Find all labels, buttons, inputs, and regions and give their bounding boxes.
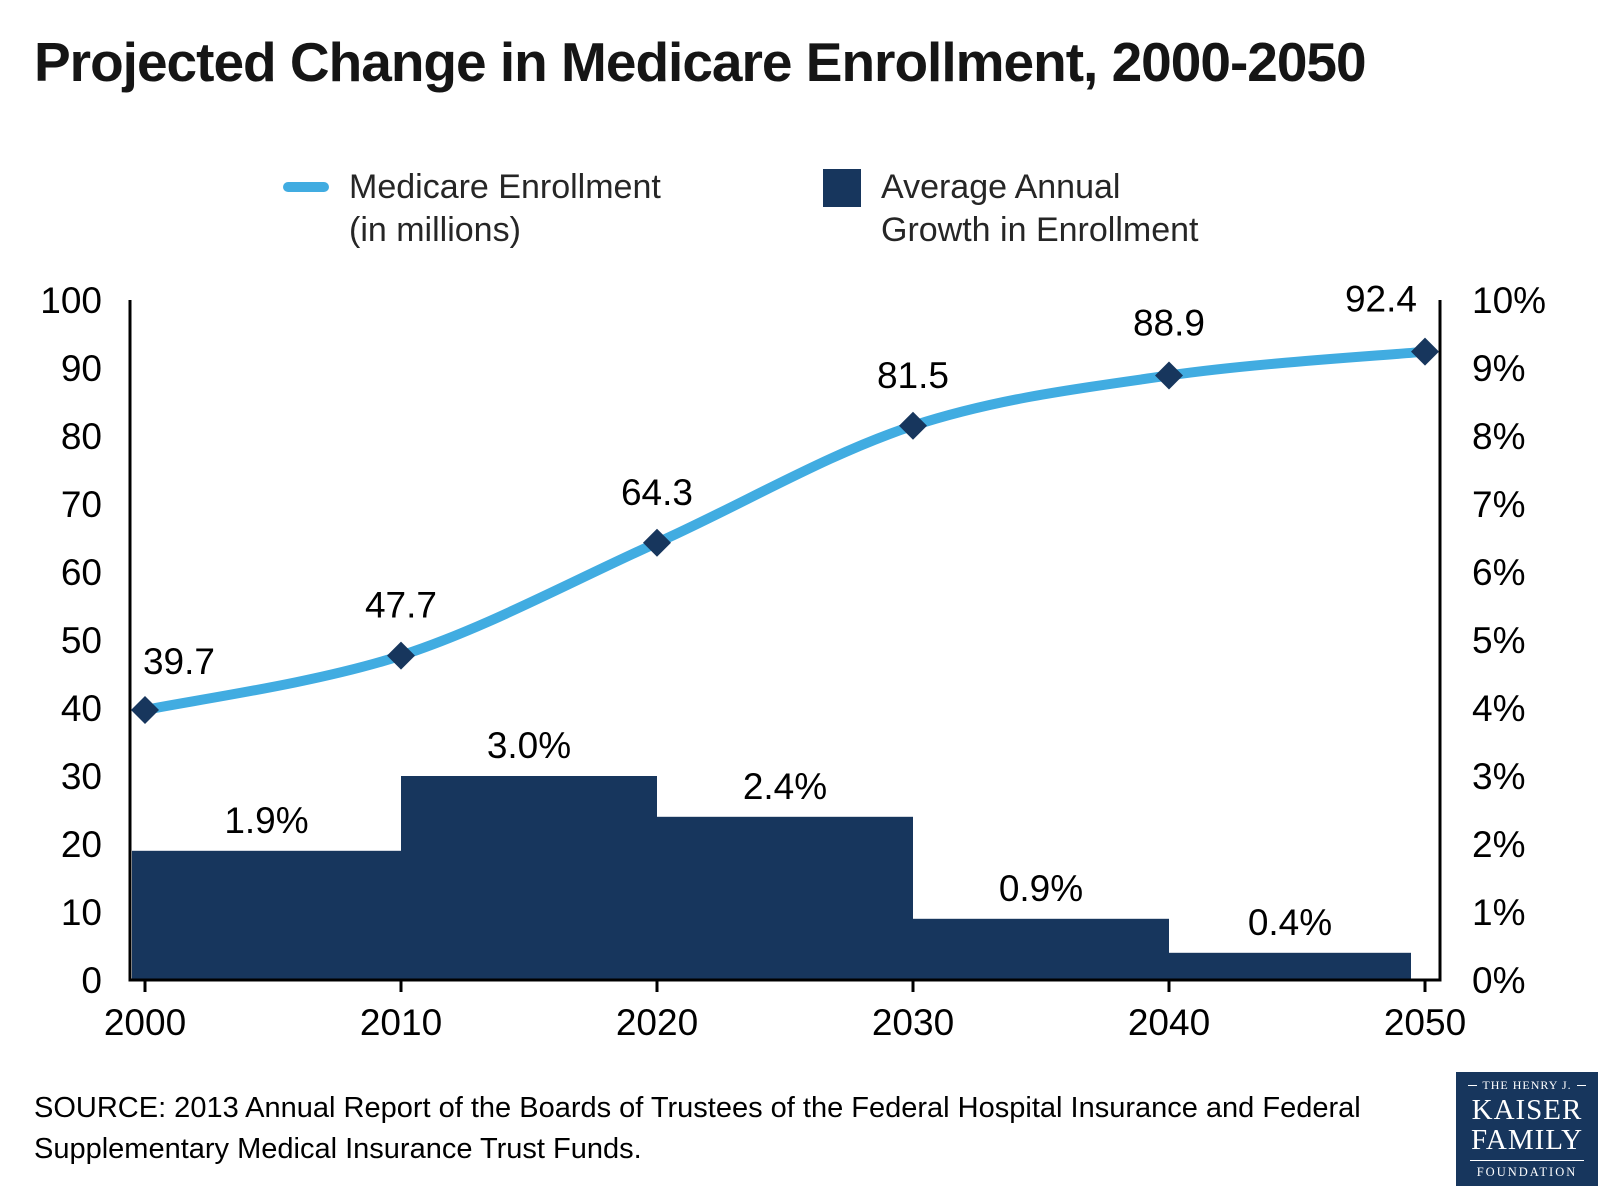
left-axis-tick-label: 80 [61, 416, 102, 457]
growth-bar [1169, 952, 1411, 980]
point-value-label: 39.7 [143, 641, 215, 682]
left-axis-tick-label: 0 [81, 960, 102, 1001]
enrollment-marker [1411, 337, 1439, 366]
enrollment-marker [643, 528, 671, 557]
x-tick-label: 2020 [616, 1002, 698, 1043]
kff-logo: THE HENRY J. KAISER FAMILY FOUNDATION [1456, 1072, 1598, 1186]
enrollment-marker [1155, 361, 1183, 390]
right-axis-tick-label: 10% [1472, 280, 1546, 321]
bar-value-label: 0.4% [1248, 902, 1332, 943]
legend-item-enrollment: Medicare Enrollment (in millions) [283, 166, 661, 251]
enrollment-marker [387, 641, 415, 670]
legend-label-enrollment-line1: Medicare Enrollment [349, 168, 661, 206]
left-axis-tick-label: 30 [61, 756, 102, 797]
right-axis-tick-label: 3% [1472, 756, 1525, 797]
bar-value-label: 3.0% [487, 725, 571, 766]
enrollment-line [140, 346, 1430, 716]
legend-item-growth: Average Annual Growth in Enrollment [823, 166, 1198, 251]
legend-label-enrollment-line2: (in millions) [349, 210, 521, 249]
right-axis-tick-label: 8% [1472, 416, 1525, 457]
point-value-label: 88.9 [1133, 302, 1205, 343]
point-value-label: 92.4 [1345, 279, 1417, 320]
point-value-label: 81.5 [877, 355, 949, 396]
kff-logo-henry-text: THE HENRY J. [1468, 1078, 1586, 1093]
growth-bar [657, 816, 913, 980]
right-axis-tick-label: 9% [1472, 348, 1525, 389]
growth-bar [132, 850, 401, 980]
right-axis-tick-label: 0% [1472, 960, 1525, 1001]
right-axis-tick-label: 6% [1472, 552, 1525, 593]
left-axis-tick-label: 70 [61, 484, 102, 525]
x-tick-label: 2010 [360, 1002, 442, 1043]
left-axis-tick-label: 60 [61, 552, 102, 593]
legend-label-growth-line2: Growth in Enrollment [881, 210, 1199, 249]
bar-value-label: 2.4% [743, 766, 827, 807]
enrollment-marker [899, 411, 927, 440]
left-axis-tick-label: 100 [40, 280, 102, 321]
legend-label-growth-line1: Average Annual [881, 168, 1121, 206]
bar-value-label: 0.9% [999, 868, 1083, 909]
right-axis-tick-label: 7% [1472, 484, 1525, 525]
legend-label-growth: Average Annual Growth in Enrollment [881, 166, 1198, 251]
x-tick-label: 2000 [104, 1002, 186, 1043]
right-axis-tick-label: 1% [1472, 892, 1525, 933]
left-axis-tick-label: 90 [61, 348, 102, 389]
x-tick-label: 2050 [1384, 1002, 1466, 1043]
bar-value-label: 1.9% [224, 800, 308, 841]
left-axis-tick-label: 10 [61, 892, 102, 933]
point-value-label: 64.3 [621, 472, 693, 513]
left-axis-tick-label: 20 [61, 824, 102, 865]
enrollment-marker [131, 696, 159, 725]
right-axis-tick-label: 2% [1472, 824, 1525, 865]
left-axis-tick-label: 40 [61, 688, 102, 729]
kff-logo-foundation-text: FOUNDATION [1470, 1160, 1584, 1180]
growth-bar [913, 918, 1169, 980]
chart-title: Projected Change in Medicare Enrollment,… [34, 31, 1367, 93]
legend-label-enrollment: Medicare Enrollment (in millions) [349, 166, 661, 251]
growth-bar-swatch-icon [823, 169, 861, 207]
kff-logo-family-text: FAMILY [1470, 1123, 1584, 1156]
x-tick-label: 2030 [872, 1002, 954, 1043]
growth-bar [401, 776, 657, 980]
right-axis-tick-label: 5% [1472, 620, 1525, 661]
source-note: SOURCE: 2013 Annual Report of the Boards… [34, 1092, 1361, 1165]
right-axis-tick-label: 4% [1472, 688, 1525, 729]
enrollment-line-swatch-icon [283, 182, 329, 192]
point-value-label: 47.7 [365, 585, 437, 626]
kff-logo-kaiser-text: KAISER [1471, 1093, 1583, 1126]
x-tick-label: 2040 [1128, 1002, 1210, 1043]
left-axis-tick-label: 50 [61, 620, 102, 661]
